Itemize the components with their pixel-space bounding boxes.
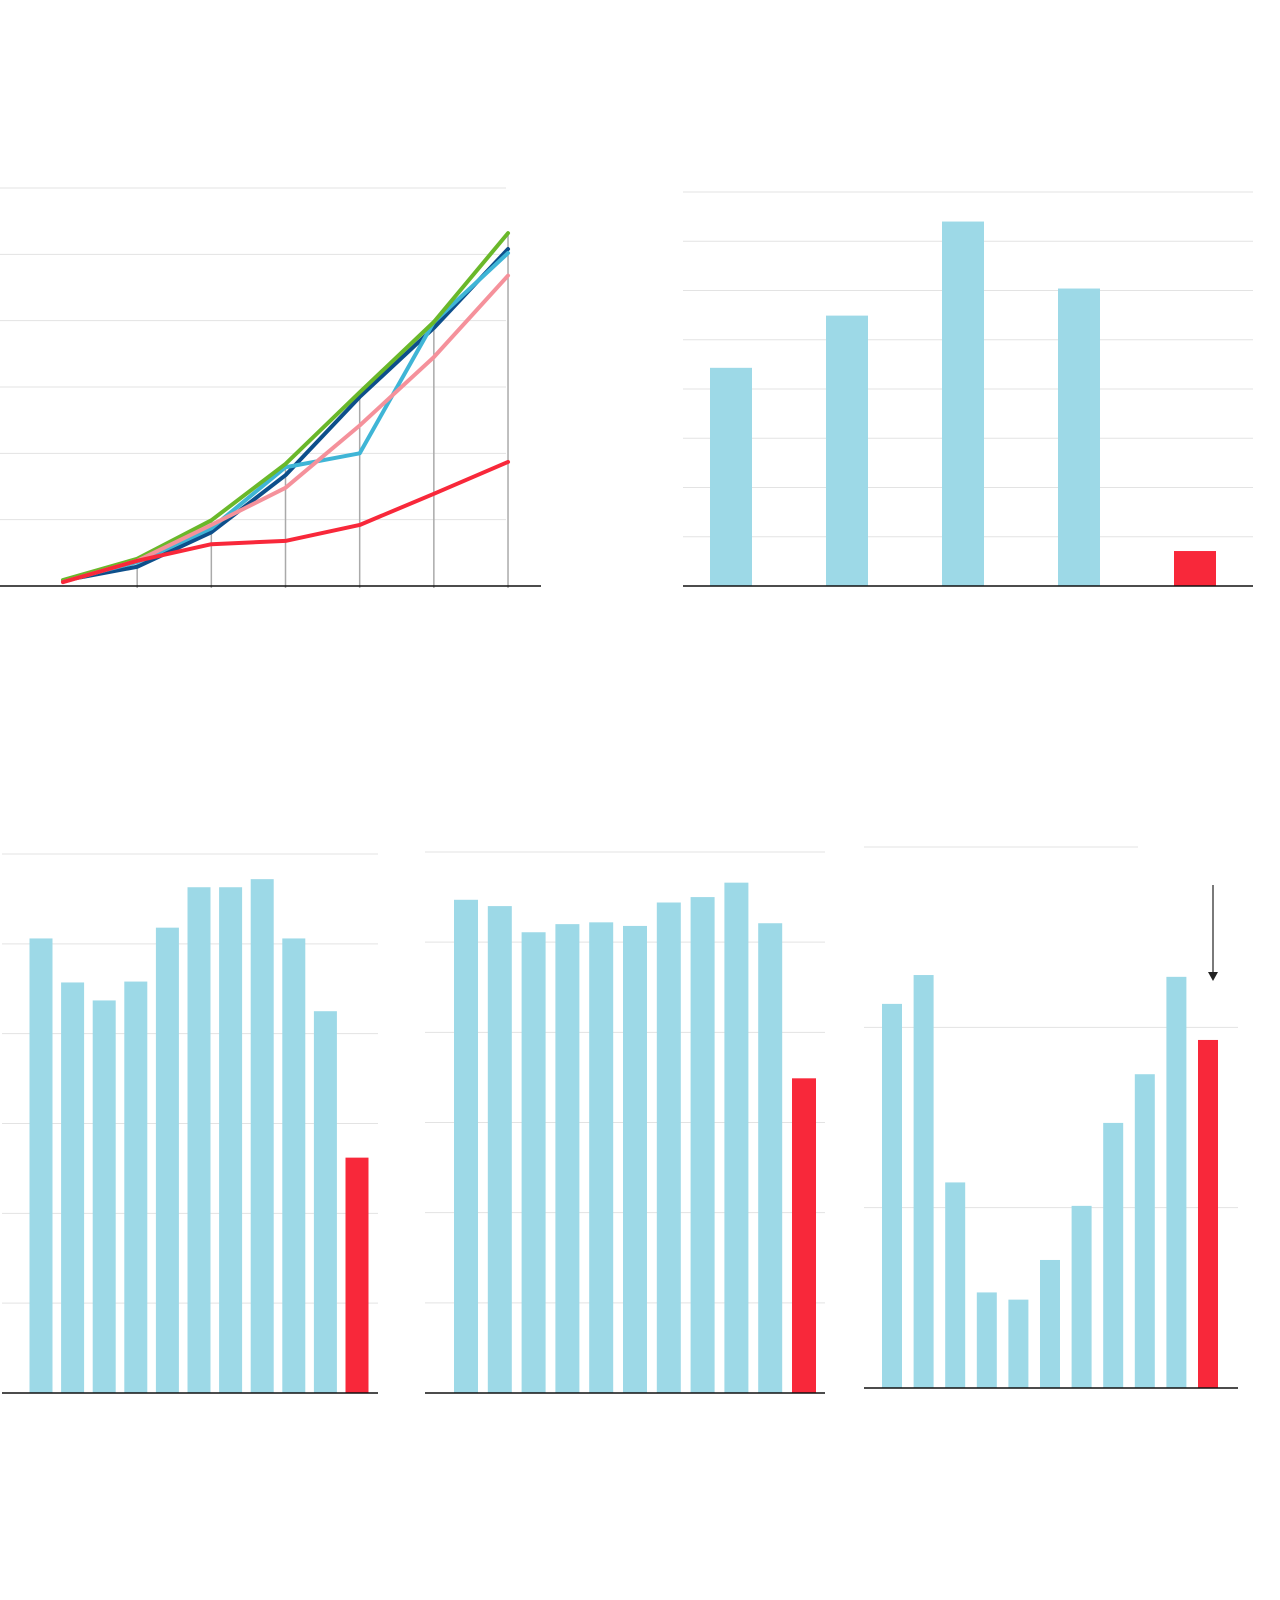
bar: [250, 879, 274, 1393]
chart: [683, 191, 1253, 587]
bar: [1166, 976, 1187, 1388]
chart: [2, 853, 378, 1394]
bar: [945, 1182, 966, 1388]
bar: [29, 938, 53, 1393]
bar: [1103, 1122, 1124, 1388]
bar: [1040, 1259, 1060, 1388]
bar: [345, 1157, 369, 1393]
bar: [219, 887, 243, 1393]
bar: [92, 1000, 116, 1393]
bar: [124, 981, 148, 1393]
bar: [724, 882, 749, 1393]
bar: [976, 1292, 997, 1388]
bar: [1058, 288, 1100, 586]
bar: [487, 906, 512, 1393]
bar: [61, 982, 85, 1393]
bar: [913, 975, 934, 1388]
chart: [864, 846, 1238, 1389]
bar: [521, 932, 546, 1393]
bar: [1134, 1074, 1155, 1388]
line-series: [61, 459, 511, 585]
bar: [589, 922, 614, 1393]
annotation-arrowhead: [1208, 972, 1218, 981]
bar: [792, 1078, 816, 1393]
bar: [710, 367, 752, 586]
bar: [555, 924, 580, 1393]
bar: [826, 315, 868, 586]
bar: [282, 938, 306, 1393]
bar: [690, 897, 715, 1393]
bar: [882, 1003, 902, 1388]
chart: [425, 851, 825, 1394]
bar: [758, 923, 783, 1393]
chart: [0, 187, 541, 588]
bar: [1174, 551, 1216, 586]
bar: [1071, 1205, 1092, 1388]
bar: [454, 899, 478, 1393]
bar: [1198, 1039, 1218, 1388]
line-series: [61, 247, 511, 583]
bar: [623, 925, 647, 1393]
bar: [942, 221, 984, 587]
bar: [155, 927, 179, 1393]
bar: [187, 887, 211, 1393]
bar: [313, 1011, 337, 1393]
bar: [656, 902, 681, 1393]
bar: [1008, 1299, 1029, 1388]
